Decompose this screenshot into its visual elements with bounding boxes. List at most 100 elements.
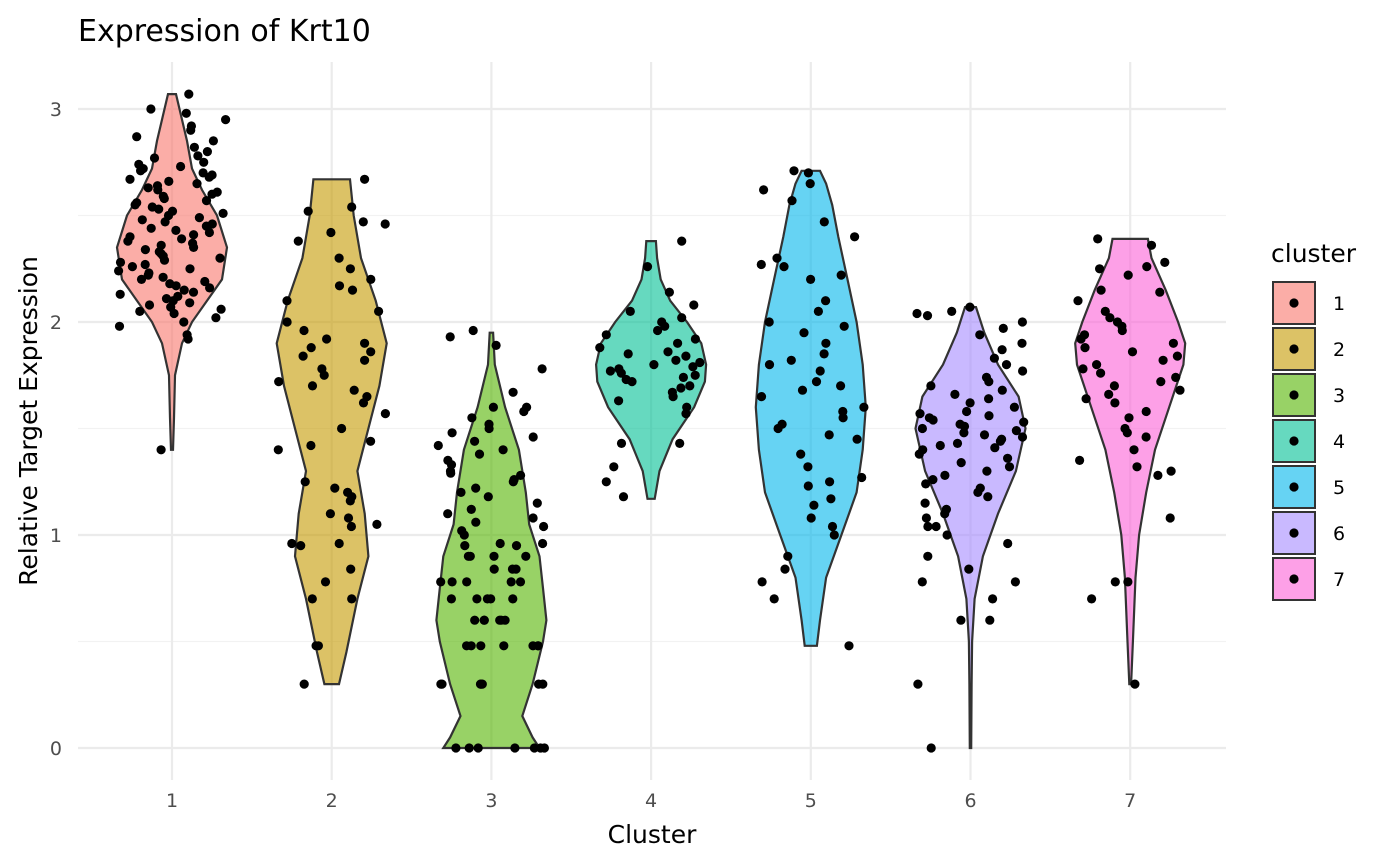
data-point — [839, 321, 849, 331]
data-point — [343, 513, 354, 523]
data-point — [803, 168, 814, 178]
data-point — [484, 423, 494, 434]
data-point — [159, 193, 169, 204]
data-point — [433, 440, 443, 451]
data-point — [962, 406, 972, 417]
data-point — [307, 381, 318, 391]
legend-title: cluster — [1271, 239, 1357, 268]
y-tick-label: 3 — [50, 99, 62, 121]
data-point — [215, 253, 225, 263]
data-point — [1003, 538, 1013, 549]
data-point — [998, 323, 1008, 333]
data-point — [671, 355, 681, 365]
data-point — [1165, 513, 1175, 523]
data-point — [922, 311, 933, 321]
data-point — [528, 513, 538, 523]
x-tick-label: 3 — [485, 790, 497, 812]
data-point — [806, 274, 816, 284]
data-point — [154, 204, 164, 214]
data-point — [299, 679, 309, 689]
data-point — [189, 242, 199, 252]
data-point — [366, 347, 376, 357]
data-point — [447, 577, 457, 587]
data-point — [366, 274, 376, 284]
data-point — [675, 438, 685, 448]
legend-label-2: 2 — [1333, 339, 1345, 361]
data-point — [995, 436, 1006, 446]
data-point — [1109, 381, 1119, 391]
data-point — [456, 487, 466, 497]
data-point — [185, 264, 195, 274]
data-point — [320, 577, 331, 587]
data-point — [1160, 257, 1170, 267]
data-point — [374, 306, 384, 316]
data-point — [193, 151, 203, 161]
y-axis-title: Relative Target Expression — [14, 256, 43, 586]
data-point — [140, 259, 150, 270]
data-point — [334, 281, 345, 291]
data-point — [821, 296, 831, 306]
data-point — [609, 462, 619, 472]
data-point — [773, 423, 783, 434]
data-point — [595, 343, 605, 353]
legend-key-point — [1289, 528, 1299, 538]
data-point — [811, 377, 822, 387]
legend-keys: 1 2 3 4 5 6 7 — [1272, 281, 1345, 601]
violin-cluster-1 — [115, 93, 229, 451]
legend-key-point — [1289, 298, 1299, 308]
data-point — [950, 389, 960, 399]
data-point — [988, 594, 998, 604]
data-point — [850, 232, 860, 242]
legend: cluster 1 2 3 4 5 6 7 — [1271, 239, 1357, 601]
data-point — [1019, 417, 1029, 427]
data-point — [681, 409, 691, 419]
data-point — [325, 509, 335, 519]
data-point — [764, 360, 775, 370]
data-point — [627, 377, 637, 387]
data-point — [769, 594, 779, 604]
data-point — [857, 472, 867, 483]
data-point — [464, 743, 474, 753]
data-point — [447, 428, 457, 438]
data-point — [780, 564, 790, 574]
data-point — [984, 377, 994, 387]
data-point — [673, 338, 683, 348]
data-point — [965, 398, 975, 408]
data-point — [935, 440, 945, 451]
data-point — [1105, 313, 1115, 323]
data-point — [506, 577, 516, 587]
violin-layer — [115, 93, 1187, 750]
data-point — [821, 338, 831, 348]
data-point — [360, 338, 370, 348]
legend-key-point — [1289, 436, 1299, 446]
data-point — [183, 334, 193, 344]
data-point — [1129, 445, 1139, 455]
data-point — [1127, 347, 1138, 357]
data-point — [360, 174, 370, 184]
data-point — [928, 415, 938, 425]
data-point — [836, 381, 846, 391]
data-point — [159, 255, 170, 265]
chart-title: Expression of Krt10 — [78, 14, 371, 49]
data-point — [952, 438, 963, 448]
data-point — [462, 641, 472, 651]
data-point — [471, 483, 481, 493]
data-point — [1172, 351, 1182, 361]
data-point — [307, 594, 317, 604]
data-point — [207, 189, 217, 199]
data-point — [528, 432, 538, 442]
data-point — [171, 225, 181, 235]
y-tick-label: 0 — [50, 738, 62, 760]
data-point — [366, 436, 376, 446]
data-point — [838, 413, 848, 423]
data-point — [796, 449, 806, 459]
data-point — [474, 449, 485, 459]
data-point — [1080, 343, 1090, 353]
data-point — [1110, 577, 1120, 587]
data-point — [664, 287, 675, 297]
data-point — [537, 364, 547, 374]
data-point — [616, 438, 627, 448]
data-point — [984, 411, 994, 421]
data-point — [200, 276, 210, 287]
